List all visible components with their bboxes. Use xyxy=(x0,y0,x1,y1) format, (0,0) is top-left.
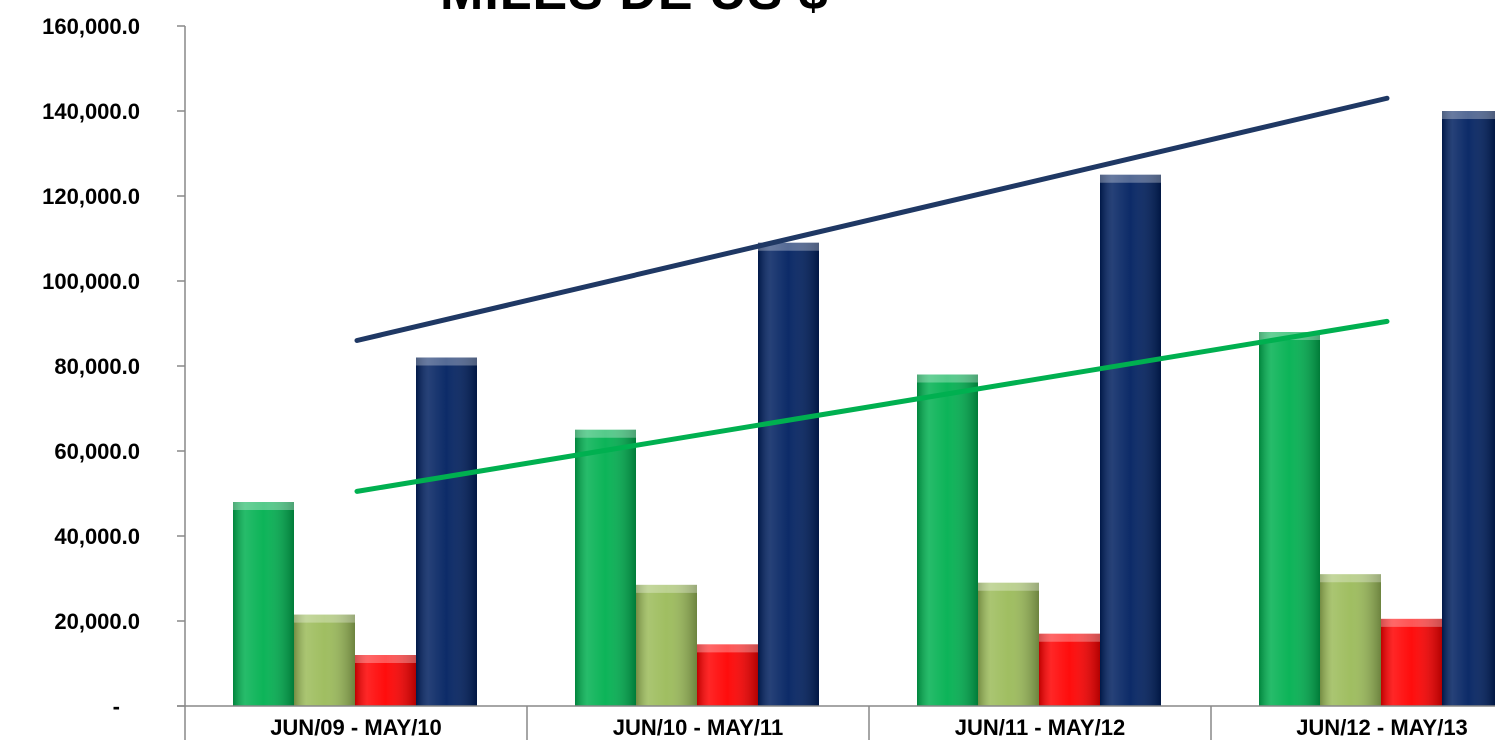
y-tick-label: 120,000.0 xyxy=(42,184,140,209)
bar-cap xyxy=(294,614,355,623)
bar-shade xyxy=(758,242,819,706)
bar-shade xyxy=(1259,332,1320,706)
y-tick-label: 40,000.0 xyxy=(54,524,140,549)
x-tick-label: JUN/10 - MAY/11 xyxy=(613,715,783,740)
y-tick-label: 60,000.0 xyxy=(54,439,140,464)
bar-cap xyxy=(416,357,477,366)
bar-cap xyxy=(1039,633,1100,642)
bar-shade xyxy=(917,374,978,706)
bar-cap xyxy=(697,644,758,653)
bar-shade xyxy=(575,429,636,706)
bar-cap xyxy=(1381,618,1442,627)
bar-cap xyxy=(636,584,697,593)
bar-3-1 xyxy=(917,374,978,706)
bar-4-4 xyxy=(1442,111,1495,706)
bar-shade xyxy=(636,584,697,706)
y-tick-label: 100,000.0 xyxy=(42,269,140,294)
y-tick-label: 160,000.0 xyxy=(42,14,140,39)
x-tick-label: JUN/12 - MAY/13 xyxy=(1296,715,1468,740)
bar-shade xyxy=(294,614,355,706)
bar-shade xyxy=(1320,574,1381,706)
bar-4-2 xyxy=(1320,574,1381,706)
trendline-1 xyxy=(354,95,1390,343)
bar-4-3 xyxy=(1381,618,1442,706)
bar-1-1 xyxy=(233,502,294,706)
bar-shade xyxy=(355,655,416,706)
bar-3-4 xyxy=(1100,174,1161,706)
bar-cap xyxy=(1100,174,1161,183)
bar-shade xyxy=(1442,111,1495,706)
bar-1-4 xyxy=(416,357,477,706)
bar-cap xyxy=(978,582,1039,591)
bar-4-1 xyxy=(1259,332,1320,706)
bar-3-3 xyxy=(1039,633,1100,706)
bar-2-2 xyxy=(636,584,697,706)
y-tick-label: 80,000.0 xyxy=(54,354,140,379)
bar-2-4 xyxy=(758,242,819,706)
bar-shade xyxy=(978,582,1039,706)
trendline-2 xyxy=(354,318,1390,494)
bar-cap xyxy=(1442,111,1495,119)
bar-2-3 xyxy=(697,644,758,706)
bar-cap xyxy=(758,242,819,251)
bar-cap xyxy=(917,374,978,383)
y-tick-label: 140,000.0 xyxy=(42,99,140,124)
bar-shade xyxy=(1100,174,1161,706)
chart-title: MILES DE US $ xyxy=(440,0,829,22)
bar-shade xyxy=(1381,618,1442,706)
bar-3-2 xyxy=(978,582,1039,706)
bar-cap xyxy=(233,502,294,510)
y-tick-label: - xyxy=(113,694,120,719)
bar-shade xyxy=(416,357,477,706)
bar-cap xyxy=(355,655,416,663)
bar-1-3 xyxy=(355,655,416,706)
y-tick-label: 20,000.0 xyxy=(54,609,140,634)
bar-cap xyxy=(575,429,636,438)
bar-shade xyxy=(1039,633,1100,706)
x-tick-label: JUN/11 - MAY/12 xyxy=(955,715,1125,740)
bar-2-1 xyxy=(575,429,636,706)
bar-cap xyxy=(1320,574,1381,583)
x-tick-label: JUN/09 - MAY/10 xyxy=(270,715,442,740)
bar-shade xyxy=(233,502,294,706)
bar-1-2 xyxy=(294,614,355,706)
bar-shade xyxy=(697,644,758,706)
